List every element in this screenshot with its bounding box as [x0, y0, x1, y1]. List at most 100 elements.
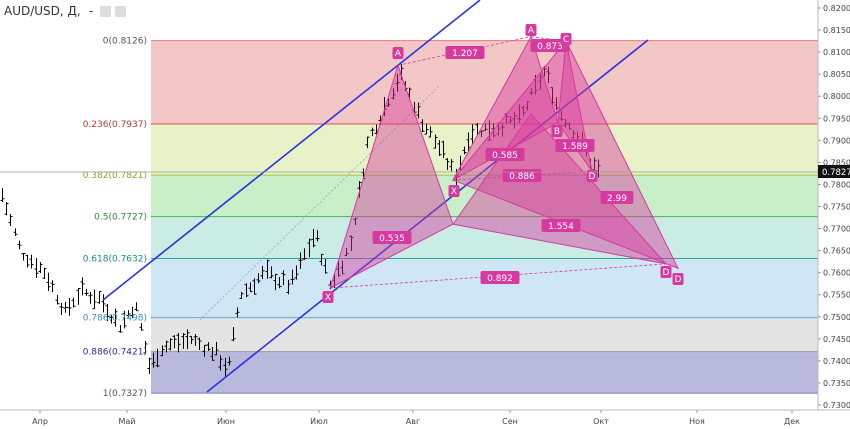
price-tick-label: 0.7750: [823, 202, 850, 211]
ratio-box: [600, 191, 634, 204]
point-label-D: D: [589, 172, 596, 182]
ratio-line-xd: [329, 263, 667, 289]
point-label-D: D: [675, 275, 682, 285]
time-tick-label: Июл: [310, 417, 328, 426]
ratio-line-ac: [530, 36, 567, 42]
price-tick-label: 0.7600: [823, 269, 850, 278]
ratio-box: [541, 219, 581, 232]
ratio-label-0.873: 0.873: [537, 42, 563, 52]
price-tick-label: 0.7700: [823, 225, 850, 234]
ratio-label-1.589: 1.589: [562, 142, 588, 152]
channel-lower-line: [206, 39, 649, 393]
point-box: [551, 125, 563, 137]
point-label-B: B: [554, 127, 560, 137]
fib-labels: 0(0.8126) 0.236(0.7937) 0.382(0.7821) 0.5(0…: [83, 37, 147, 399]
time-tick-label: Ноя: [689, 417, 705, 426]
price-tick-label: 0.7800: [823, 180, 850, 189]
fib-label-0.5: 0.5(0.7727): [94, 213, 147, 223]
ratio-box: [445, 46, 485, 59]
fib-zone-0.5: [151, 216, 818, 259]
time-tick-label: Авг: [406, 417, 420, 426]
fib-label-0.236: 0.236(0.7937): [83, 120, 147, 130]
point-box: [322, 291, 334, 303]
trend-channel[interactable]: [102, 0, 649, 393]
ratio-box: [372, 231, 412, 244]
last-price-box: [818, 165, 850, 178]
time-tick-label: Окт: [593, 417, 609, 426]
fib-label-0: 0(0.8126): [103, 37, 147, 47]
price-tick-label: 0.7350: [823, 379, 850, 388]
point-label-X: X: [451, 187, 457, 197]
time-tick-label: Июн: [217, 417, 235, 426]
point-box: [392, 47, 404, 59]
fib-zone-0.236: [151, 124, 818, 176]
dash-text: -: [89, 4, 93, 18]
fib-zone-0.886: [151, 351, 818, 394]
fib-label-1: 1(0.7327): [103, 389, 147, 399]
chart-header: AUD/USD, Д, -: [4, 4, 126, 18]
point-box: [672, 273, 684, 285]
fib-label-0.886: 0.886(0.7421): [83, 348, 147, 358]
channel-upper-line: [102, 0, 481, 301]
price-tick-label: 0.7950: [823, 114, 850, 123]
point-label-A: A: [528, 26, 535, 36]
point-label-X: X: [325, 293, 331, 303]
fib-zone-0.382: [151, 175, 818, 217]
price-tick-label: 0.8000: [823, 92, 850, 101]
time-tick-label: Дек: [784, 417, 800, 426]
price-tick-label: 0.7850: [823, 158, 850, 167]
ratio-label-2.99: 2.99: [607, 194, 627, 204]
ratio-line-xd2: [452, 170, 593, 181]
price-tick-label: 0.8150: [823, 26, 850, 35]
time-tick-label: Апр: [32, 417, 48, 426]
ratio-label-0.535: 0.535: [379, 234, 405, 244]
price-axis[interactable]: 0.8200 0.8150 0.8100 0.8050 0.8000 0.7950 0.79…: [817, 0, 850, 410]
ratio-box: [555, 139, 595, 152]
time-tick-label: Сен: [502, 417, 518, 426]
ratio-label-1.554: 1.554: [548, 222, 574, 232]
fib-zone-0.786: [151, 317, 818, 352]
fib-zone-0.618: [151, 258, 818, 318]
point-box: [560, 33, 572, 45]
ratio-label-0.892: 0.892: [487, 274, 513, 284]
last-price-tag: 0.7827: [0, 165, 850, 178]
point-label-C: C: [563, 35, 569, 45]
time-axis[interactable]: Апр Май Июн Июл Авг Сен Окт Ноя Дек: [0, 409, 850, 426]
ratio-line-a: [397, 36, 532, 66]
price-tick-label: 0.7300: [823, 401, 850, 410]
ratio-labels: 1.207 0.873 0.585 1.589 0.886 2.99 0.535 1.554 0…: [372, 39, 634, 284]
ratio-box: [485, 148, 525, 161]
point-box: [448, 185, 460, 197]
price-tick-label: 0.7550: [823, 291, 850, 300]
price-tick-label: 0.8050: [823, 70, 850, 79]
fib-label-0.618: 0.618(0.7632): [83, 255, 147, 265]
ratio-box: [480, 271, 520, 284]
fib-zones: [151, 40, 818, 394]
time-tick-label: Май: [118, 417, 135, 426]
fib-lines: [151, 40, 818, 394]
candles: [0, 64, 601, 377]
price-tick-label: 0.7900: [823, 136, 850, 145]
close-icon[interactable]: [115, 6, 126, 17]
last-price-value: 0.7827: [822, 168, 850, 178]
point-label-D: D: [663, 268, 670, 278]
ratio-box: [530, 39, 570, 52]
symbol-title[interactable]: AUD/USD, Д,: [4, 4, 81, 18]
point-box: [660, 266, 672, 278]
price-tick-label: 0.7500: [823, 313, 850, 322]
price-tick-label: 0.7400: [823, 357, 850, 366]
ratio-label-1.207: 1.207: [452, 49, 478, 59]
price-tick-label: 0.7450: [823, 335, 850, 344]
price-tick-label: 0.8100: [823, 48, 850, 57]
ratio-label-0.585: 0.585: [492, 151, 518, 161]
point-label-A: A: [395, 49, 402, 59]
fib-label-0.382: 0.382(0.7821): [83, 171, 147, 181]
price-tick-label: 0.8200: [823, 4, 850, 13]
fib-label-0.786: 0.786(0.7498): [83, 314, 147, 324]
pattern1-xab: [329, 63, 454, 290]
settings-icon[interactable]: [100, 6, 111, 17]
point-box: [586, 170, 598, 182]
point-box: [525, 24, 537, 36]
